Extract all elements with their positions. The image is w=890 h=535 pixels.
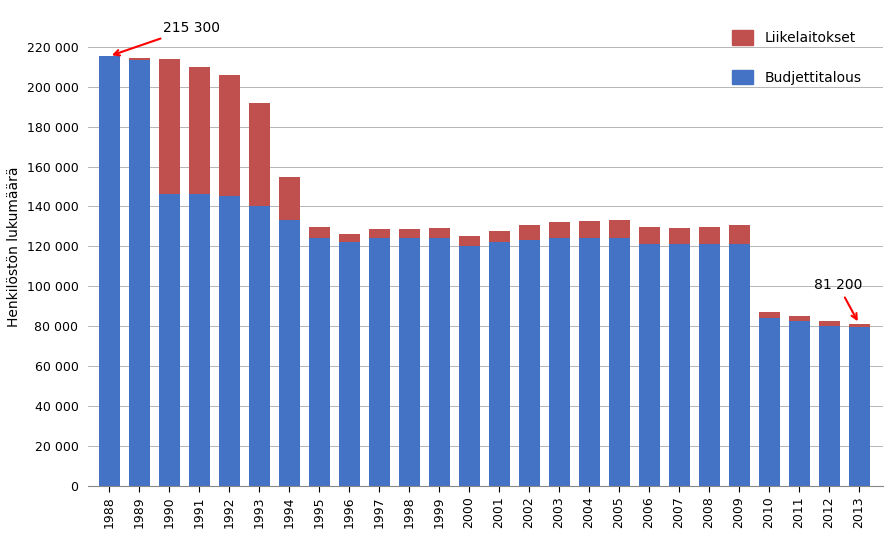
Bar [848, 327, 870, 486]
Bar [458, 236, 480, 246]
Bar [368, 239, 390, 486]
Bar [489, 232, 510, 242]
Bar [758, 318, 780, 486]
Bar [99, 56, 119, 486]
Text: 215 300: 215 300 [114, 21, 220, 56]
Bar [219, 196, 239, 486]
Bar [609, 239, 629, 486]
Bar [368, 230, 390, 239]
Bar [279, 177, 300, 220]
Bar [399, 239, 419, 486]
Bar [279, 220, 300, 486]
Bar [248, 103, 270, 207]
Bar [729, 244, 749, 486]
Bar [548, 223, 570, 239]
Bar [729, 225, 749, 244]
Bar [758, 312, 780, 318]
Bar [789, 321, 810, 486]
Bar [309, 239, 329, 486]
Legend: Liikelaitokset, Budjettitalous: Liikelaitokset, Budjettitalous [725, 24, 868, 92]
Bar [429, 228, 449, 239]
Bar [819, 326, 839, 486]
Bar [128, 58, 150, 60]
Bar [248, 207, 270, 486]
Bar [668, 244, 690, 486]
Bar [668, 228, 690, 244]
Bar [789, 316, 810, 321]
Bar [638, 227, 659, 244]
Bar [578, 221, 600, 239]
Bar [848, 324, 870, 327]
Bar [158, 59, 180, 195]
Bar [189, 195, 209, 486]
Bar [519, 240, 539, 486]
Bar [128, 60, 150, 486]
Bar [489, 242, 510, 486]
Text: 81 200: 81 200 [814, 278, 862, 319]
Bar [699, 227, 719, 244]
Bar [189, 67, 209, 195]
Y-axis label: Henkilöstön lukumäärä: Henkilöstön lukumäärä [7, 166, 21, 326]
Bar [578, 239, 600, 486]
Bar [309, 227, 329, 239]
Bar [429, 239, 449, 486]
Bar [458, 246, 480, 486]
Bar [338, 234, 360, 242]
Bar [399, 230, 419, 239]
Bar [819, 321, 839, 326]
Bar [219, 75, 239, 196]
Bar [519, 225, 539, 240]
Bar [338, 242, 360, 486]
Bar [548, 239, 570, 486]
Bar [699, 244, 719, 486]
Bar [609, 220, 629, 239]
Bar [158, 195, 180, 486]
Bar [638, 244, 659, 486]
